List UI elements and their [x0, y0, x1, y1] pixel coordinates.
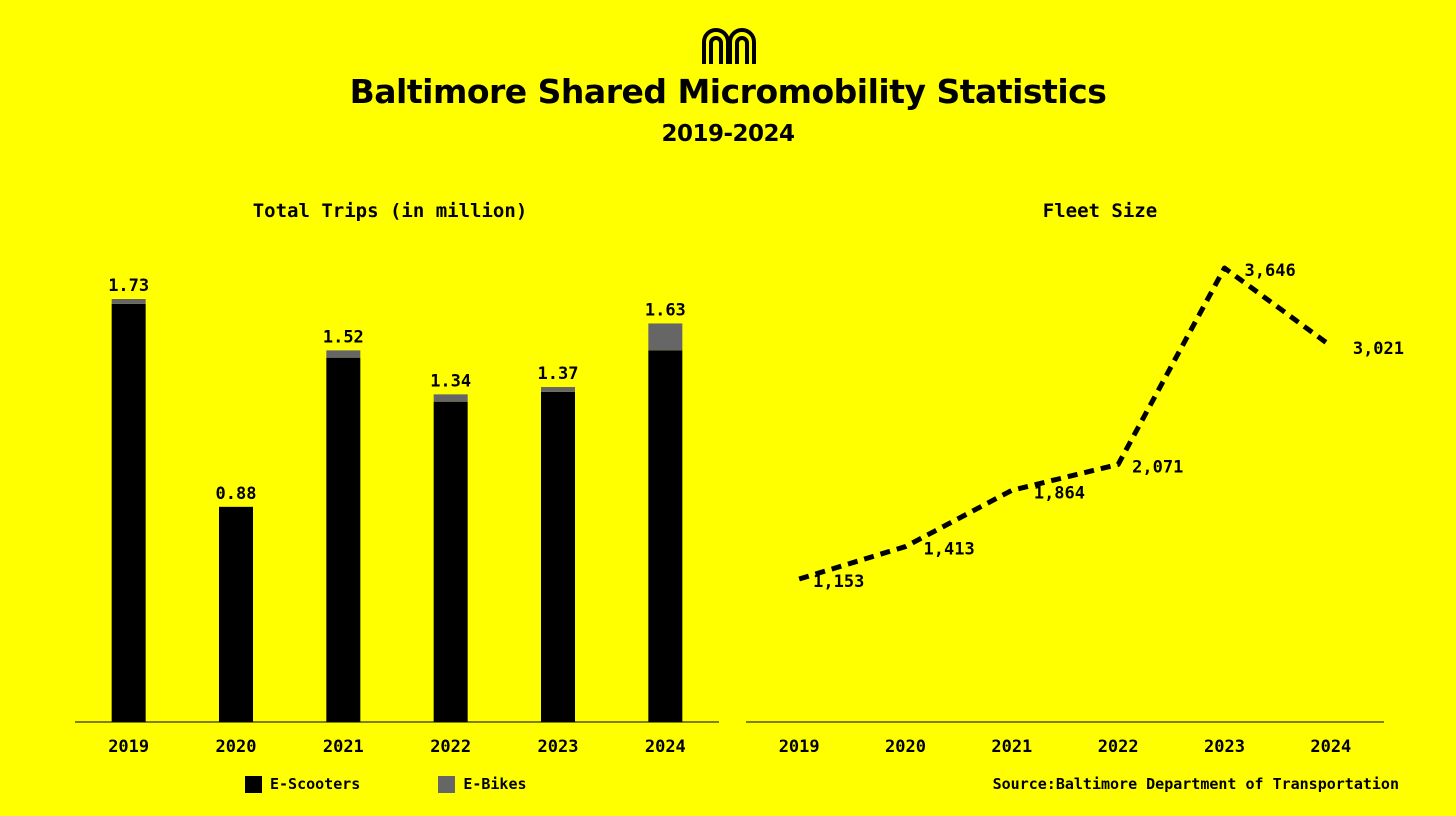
fleet-value-label-2020: 1,413 [924, 540, 975, 560]
bar-total-label-2023: 1.37 [538, 364, 579, 384]
fleet-value-label-2024: 3,021 [1353, 339, 1404, 359]
trips-x-tick-2024: 2024 [645, 737, 686, 757]
bar-total-label-2019: 1.73 [108, 276, 149, 296]
page-title: Baltimore Shared Micromobility Statistic… [349, 72, 1107, 111]
legend-swatch-e-bikes [438, 775, 456, 793]
source-note: Source:Baltimore Department of Transport… [992, 775, 1399, 793]
fleet-x-tick-2022: 2022 [1098, 737, 1139, 757]
bar-e-bikes-2023 [541, 387, 575, 392]
bar-e-scooters-2021 [326, 357, 361, 722]
bar-e-bikes-2021 [326, 350, 361, 358]
fleet-value-label-2023: 3,646 [1245, 261, 1296, 281]
fleet-x-tick-2020: 2020 [885, 737, 926, 757]
logo-icon [702, 28, 756, 64]
legend-swatch-e-scooters [245, 775, 262, 793]
bar-e-bikes-2022 [433, 394, 468, 402]
bar-total-label-2024: 1.63 [645, 300, 686, 320]
trips-x-tick-2019: 2019 [108, 737, 149, 757]
bar-total-label-2020: 0.88 [216, 484, 257, 504]
fleet-x-tick-2019: 2019 [779, 737, 820, 757]
fleet-x-tick-2021: 2021 [991, 737, 1032, 757]
trips-x-tick-2022: 2022 [430, 737, 471, 757]
legend-item-e-scooters: E-Scooters [245, 775, 360, 793]
legend: E-Scooters E-Bikes [245, 775, 605, 793]
bar-e-scooters-2019 [111, 303, 146, 722]
page-subtitle: 2019-2024 [661, 121, 795, 147]
bar-e-scooters-2020 [219, 506, 253, 722]
bar-e-bikes-2019 [111, 299, 146, 304]
legend-label-e-bikes: E-Bikes [463, 775, 527, 793]
fleet-value-label-2021: 1,864 [1034, 483, 1085, 503]
legend-label-e-scooters: E-Scooters [270, 775, 361, 793]
fleet-size-line [798, 265, 1333, 582]
fleet-x-tick-2023: 2023 [1204, 737, 1245, 757]
legend-item-e-bikes: E-Bikes [438, 775, 527, 793]
fleet-value-label-2019: 1,153 [813, 572, 864, 592]
bar-total-label-2022: 1.34 [430, 371, 471, 391]
fleet-x-tick-2024: 2024 [1310, 737, 1351, 757]
trips-x-tick-2020: 2020 [216, 737, 257, 757]
fleet-value-label-2022: 2,071 [1132, 457, 1183, 477]
trips-x-tick-2021: 2021 [323, 737, 364, 757]
trips-chart-title: Total Trips (in million) [252, 200, 528, 222]
bar-e-scooters-2023 [541, 391, 575, 722]
trips-x-tick-2023: 2023 [538, 737, 579, 757]
bar-e-bikes-2024 [648, 323, 683, 351]
bar-e-scooters-2022 [433, 401, 468, 722]
bar-total-label-2021: 1.52 [323, 327, 364, 347]
bar-e-scooters-2024 [648, 350, 683, 722]
fleet-chart-title: Fleet Size [1042, 200, 1158, 222]
